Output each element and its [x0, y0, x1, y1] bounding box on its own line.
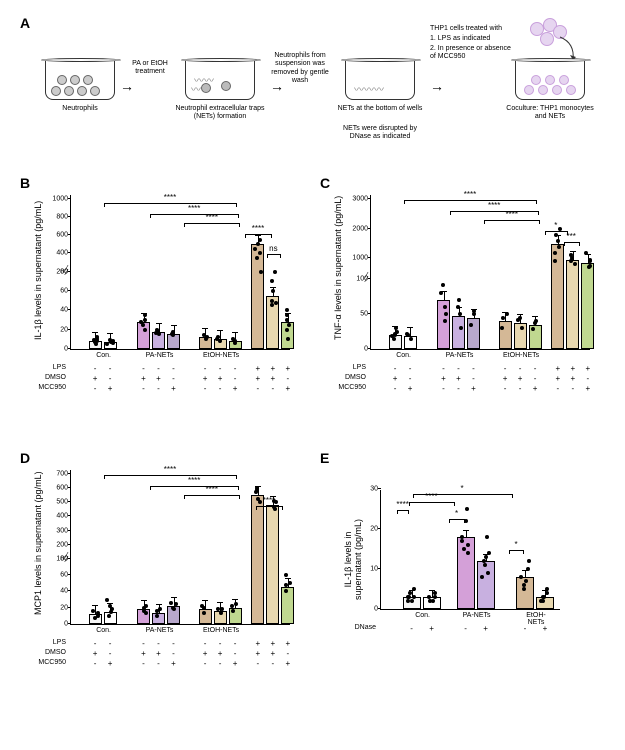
schematic-panel: Neutrophils PA or EtOH treatment → 〰〰 〰〰… [35, 30, 595, 140]
schematic-step4: Coculture: THP1 monocytes and NETs [505, 105, 595, 122]
chart-b-ylabel: IL-1β levels in supernatant (pg/mL) [33, 201, 43, 340]
chart-b: 0204060802004006008001000⁄⁄Con.PA-NETsEt… [70, 195, 290, 350]
chart-c-ylabel: TNF-α levels in supernatant (pg/mL) [333, 196, 343, 340]
panel-b-label: B [20, 175, 30, 191]
panel-d-label: D [20, 450, 30, 466]
panel-a-label: A [20, 15, 30, 31]
schematic-step3a: NETs at the bottom of wells [325, 105, 435, 113]
panel-e-label: E [320, 450, 329, 466]
chart-e-ylabel: IL-1β levels in supernatant (pg/mL) [343, 519, 363, 600]
schematic-step3b: NETs were disrupted by DNase as indicate… [325, 125, 435, 142]
chart-c: 050100100020003000⁄⁄Con.PA-NETsEtOH-NETs… [370, 195, 590, 350]
chart-d-ylabel: MCP1 levels in supernatant (pg/mL) [33, 471, 43, 615]
schematic-arrow3b: 1. LPS as indicated [430, 35, 550, 43]
chart-d: 020406080100200300400500600700⁄⁄Con.PA-N… [70, 470, 290, 625]
schematic-step1: Neutrophils [45, 105, 115, 113]
chart-e: 0102030Con.PA-NETsEtOH-NETs***********DN… [380, 490, 560, 610]
panel-c-label: C [320, 175, 330, 191]
schematic-step2: Neutrophil extracellular traps (NETs) fo… [170, 105, 270, 122]
schematic-arrow1: PA or EtOH treatment [120, 60, 180, 77]
